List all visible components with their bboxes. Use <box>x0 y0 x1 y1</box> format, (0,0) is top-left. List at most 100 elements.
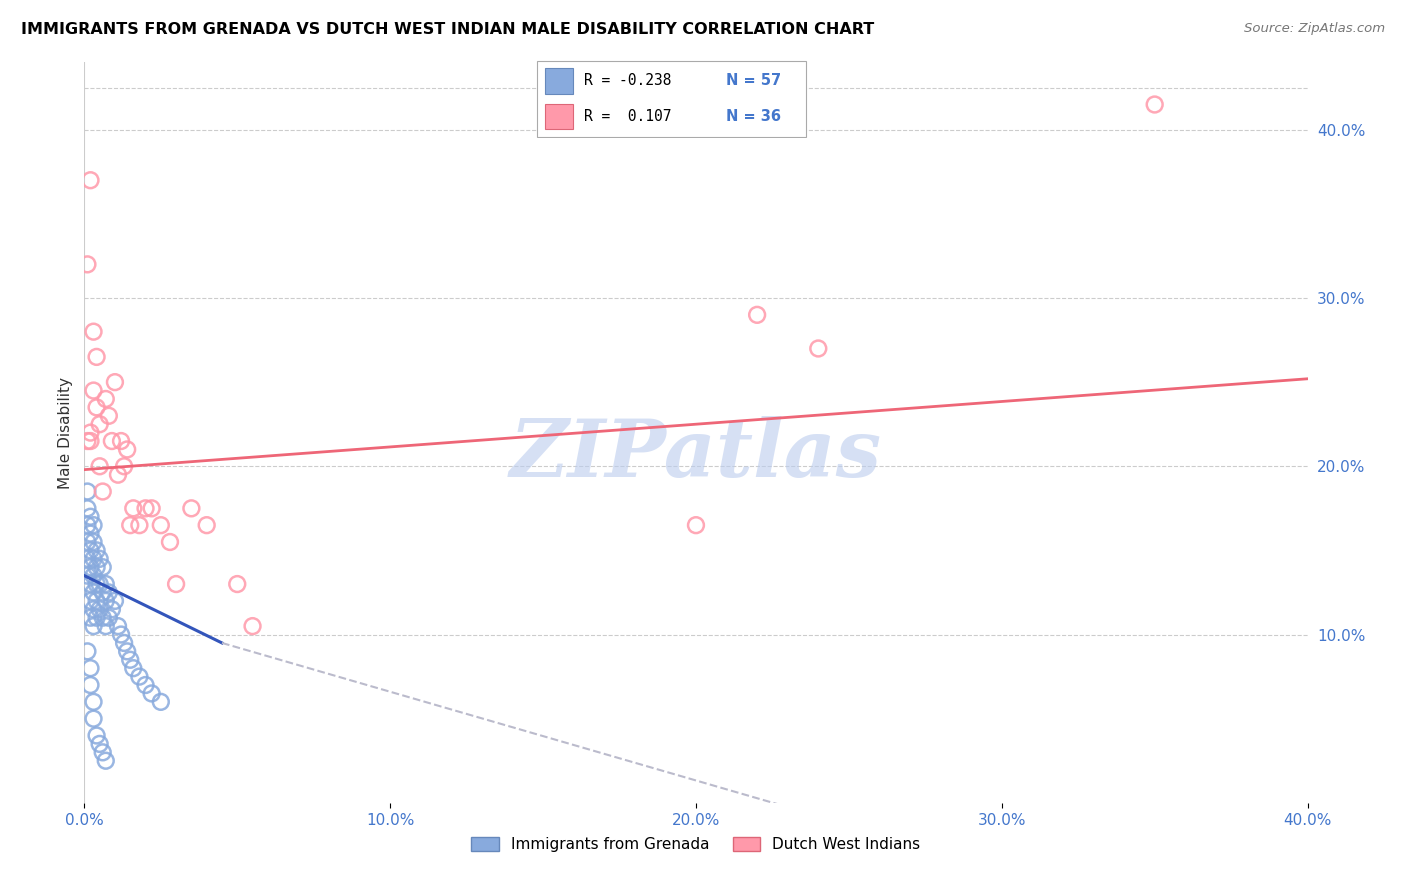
Point <box>86 729 108 743</box>
Point <box>79 425 101 440</box>
Point <box>94 392 117 406</box>
Text: N = 36: N = 36 <box>725 109 782 124</box>
Bar <box>546 69 572 94</box>
Point <box>79 577 101 591</box>
Point <box>79 678 101 692</box>
Text: R =  0.107: R = 0.107 <box>583 109 671 124</box>
Point <box>128 670 150 684</box>
Point <box>120 518 142 533</box>
Point <box>180 501 202 516</box>
Point <box>86 577 108 591</box>
Point <box>195 518 218 533</box>
Point <box>76 518 98 533</box>
Point <box>76 535 98 549</box>
Text: IMMIGRANTS FROM GRENADA VS DUTCH WEST INDIAN MALE DISABILITY CORRELATION CHART: IMMIGRANTS FROM GRENADA VS DUTCH WEST IN… <box>21 22 875 37</box>
Text: ZIPatlas: ZIPatlas <box>510 416 882 493</box>
Text: R = -0.238: R = -0.238 <box>583 73 671 88</box>
Point <box>97 409 120 423</box>
Point <box>86 610 108 624</box>
Point <box>86 350 108 364</box>
Point <box>89 417 111 432</box>
Point <box>159 535 181 549</box>
Point <box>104 375 127 389</box>
Point <box>76 551 98 566</box>
Point <box>122 661 145 675</box>
Point <box>242 619 264 633</box>
Point <box>94 619 117 633</box>
Point <box>79 543 101 558</box>
Point <box>76 568 98 582</box>
Point <box>107 467 129 482</box>
Point <box>76 257 98 271</box>
Point <box>141 501 163 516</box>
Point <box>83 602 105 616</box>
Point <box>89 459 111 474</box>
Point <box>83 585 105 599</box>
Point <box>83 325 105 339</box>
Point <box>86 594 108 608</box>
Legend: Immigrants from Grenada, Dutch West Indians: Immigrants from Grenada, Dutch West Indi… <box>465 830 927 858</box>
Point <box>94 594 117 608</box>
Point <box>79 526 101 541</box>
Point <box>86 543 108 558</box>
Point <box>112 459 135 474</box>
Point <box>1143 97 1166 112</box>
Point <box>76 434 98 448</box>
Point <box>79 594 101 608</box>
Point <box>83 619 105 633</box>
Point <box>115 644 138 658</box>
Point <box>128 518 150 533</box>
Point <box>83 551 105 566</box>
Point <box>79 434 101 448</box>
Text: Source: ZipAtlas.com: Source: ZipAtlas.com <box>1244 22 1385 36</box>
Point <box>149 695 172 709</box>
Point <box>91 745 114 759</box>
Point <box>91 560 114 574</box>
Point <box>115 442 138 457</box>
Point <box>94 754 117 768</box>
Point <box>122 501 145 516</box>
Point <box>83 568 105 582</box>
Point <box>747 308 769 322</box>
Point <box>89 602 111 616</box>
Point <box>89 737 111 751</box>
Point <box>112 636 135 650</box>
Point <box>110 434 132 448</box>
Point <box>94 577 117 591</box>
Point <box>141 686 163 700</box>
Point <box>97 610 120 624</box>
Point <box>86 401 108 415</box>
Point <box>79 610 101 624</box>
Point <box>91 484 114 499</box>
Bar <box>546 103 572 128</box>
Point <box>83 518 105 533</box>
Point <box>79 560 101 574</box>
Point <box>86 560 108 574</box>
Point <box>226 577 249 591</box>
Point <box>91 585 114 599</box>
Point <box>135 678 157 692</box>
Point <box>165 577 187 591</box>
Point <box>120 653 142 667</box>
Point <box>101 434 124 448</box>
Point <box>107 619 129 633</box>
Point <box>83 695 105 709</box>
Point <box>79 173 101 187</box>
Point <box>685 518 707 533</box>
Point <box>83 535 105 549</box>
Y-axis label: Male Disability: Male Disability <box>58 376 73 489</box>
Point <box>807 342 830 356</box>
Point <box>89 577 111 591</box>
Point <box>97 585 120 599</box>
Point <box>91 610 114 624</box>
Point <box>110 627 132 641</box>
Point <box>76 484 98 499</box>
Point <box>104 594 127 608</box>
Point <box>79 661 101 675</box>
Point <box>83 712 105 726</box>
FancyBboxPatch shape <box>537 62 806 136</box>
Point <box>135 501 157 516</box>
Point <box>79 509 101 524</box>
Point <box>89 551 111 566</box>
Text: N = 57: N = 57 <box>725 73 782 88</box>
